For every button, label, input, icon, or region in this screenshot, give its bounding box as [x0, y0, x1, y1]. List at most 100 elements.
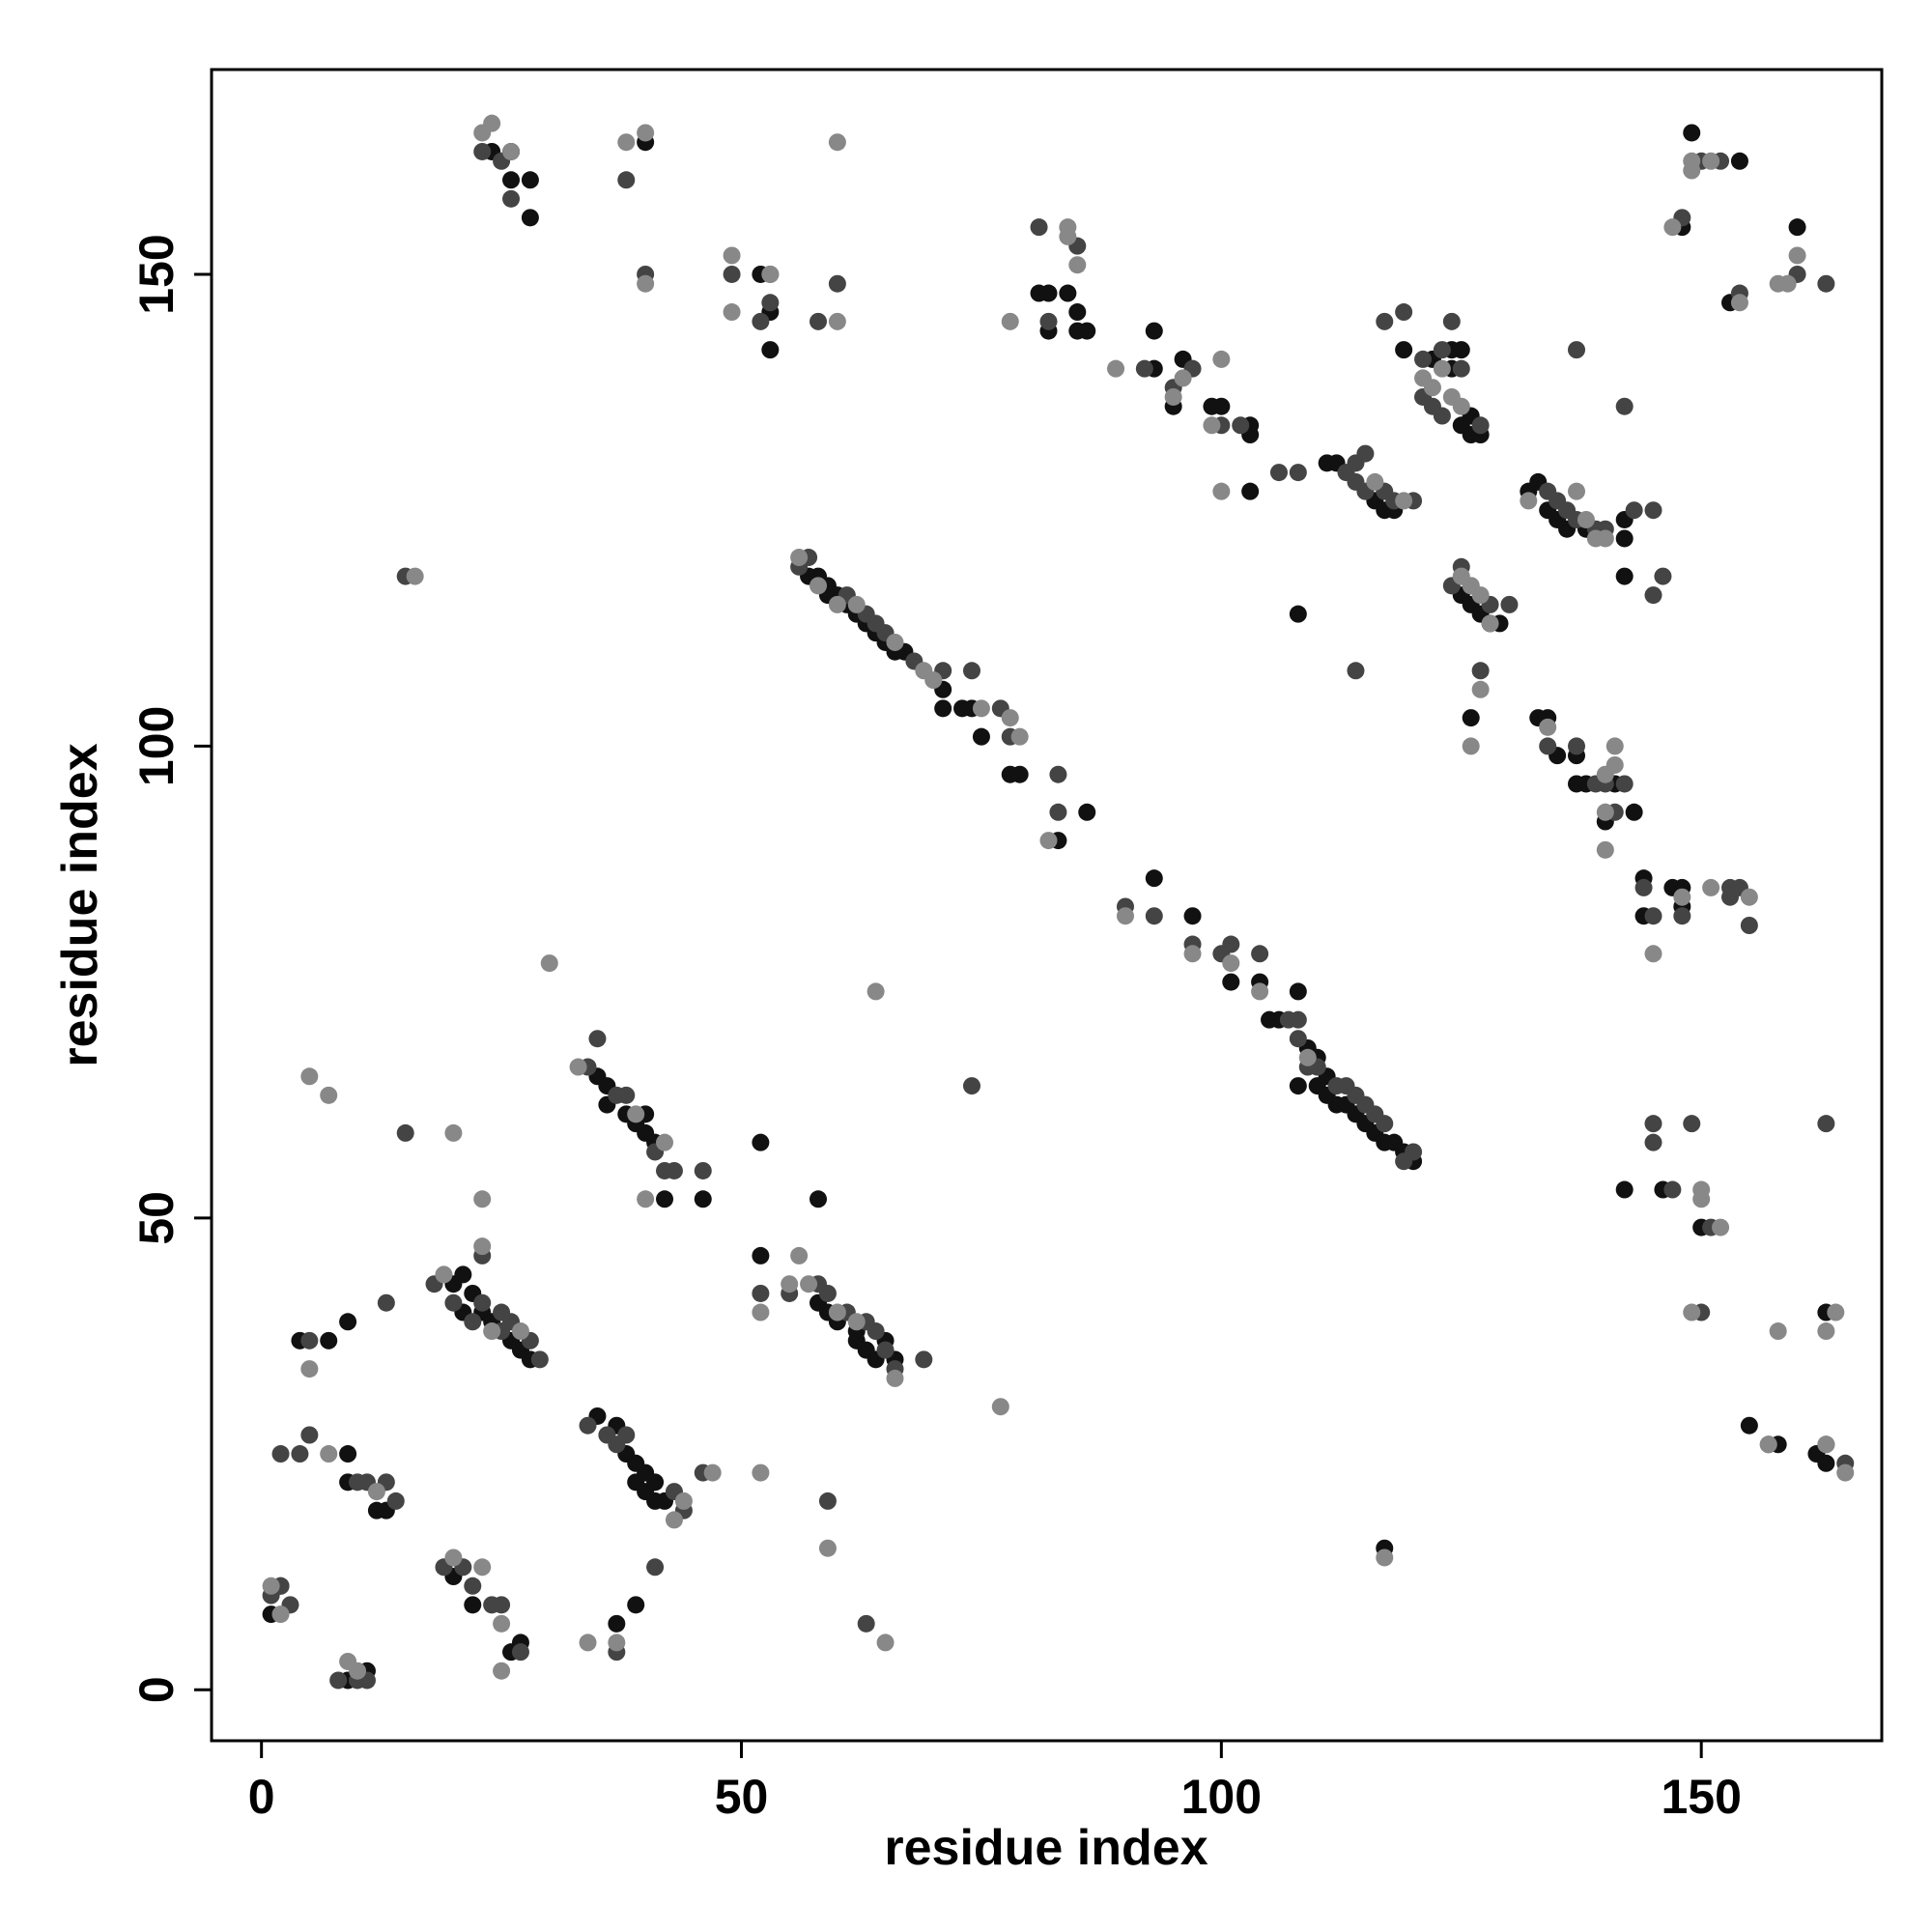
point: [1539, 718, 1557, 736]
point: [1183, 907, 1202, 925]
point: [1712, 1218, 1730, 1236]
x-tick-label: 100: [1181, 1770, 1262, 1824]
point: [1039, 284, 1058, 302]
point: [1452, 416, 1470, 435]
point: [674, 1492, 693, 1510]
point: [1644, 501, 1662, 520]
point: [752, 1303, 770, 1321]
point: [271, 1445, 290, 1463]
point: [1298, 1048, 1317, 1066]
point: [991, 1398, 1009, 1416]
point: [396, 1123, 414, 1142]
point: [502, 171, 521, 189]
x-axis-title: residue index: [884, 1820, 1208, 1876]
point: [1817, 1435, 1835, 1454]
point: [617, 1426, 636, 1444]
point: [608, 1634, 626, 1652]
point: [1001, 312, 1019, 330]
point: [1702, 878, 1720, 896]
point: [1078, 322, 1096, 340]
point: [867, 1322, 885, 1341]
point: [300, 1067, 319, 1086]
point: [1615, 1180, 1634, 1199]
point: [847, 595, 866, 613]
point: [1568, 482, 1586, 500]
point: [1212, 350, 1231, 368]
point: [1625, 803, 1643, 821]
point: [502, 142, 521, 160]
point: [1289, 982, 1307, 1001]
y-axis-title: residue index: [52, 743, 108, 1066]
point: [1452, 341, 1470, 359]
point: [1251, 945, 1269, 963]
point: [1347, 662, 1365, 680]
point: [627, 1105, 645, 1123]
point: [1596, 765, 1614, 783]
point: [876, 1634, 895, 1652]
point: [1289, 1010, 1307, 1029]
point: [1356, 444, 1375, 463]
point: [876, 1341, 895, 1359]
point: [473, 142, 492, 160]
point: [752, 1133, 770, 1151]
point: [1232, 416, 1250, 435]
point: [1183, 945, 1202, 963]
point: [1683, 124, 1701, 142]
x-tick-label: 150: [1661, 1770, 1741, 1824]
point: [300, 1426, 319, 1444]
point: [886, 633, 904, 651]
point: [723, 303, 741, 322]
point: [1625, 501, 1643, 520]
point: [1433, 359, 1451, 378]
point: [300, 1331, 319, 1350]
point: [271, 1605, 290, 1624]
point: [646, 1473, 665, 1492]
point: [1481, 614, 1499, 633]
point: [1644, 1115, 1662, 1133]
point: [454, 1265, 472, 1284]
point: [444, 1123, 463, 1142]
point: [1644, 907, 1662, 925]
point: [1568, 341, 1586, 359]
point: [1615, 397, 1634, 415]
point: [665, 1161, 683, 1179]
point: [1730, 152, 1748, 170]
point: [1395, 341, 1413, 359]
point: [637, 274, 655, 293]
point: [464, 1313, 482, 1331]
point: [406, 567, 424, 585]
point: [810, 312, 828, 330]
point: [1222, 954, 1240, 973]
point: [1078, 803, 1096, 821]
point: [857, 1614, 875, 1633]
point: [1452, 359, 1470, 378]
point: [752, 1284, 770, 1302]
point: [320, 1086, 338, 1104]
point: [828, 133, 846, 152]
point: [1817, 1322, 1835, 1341]
point: [367, 1483, 385, 1501]
point: [1539, 737, 1557, 755]
point: [1289, 1030, 1307, 1048]
point: [972, 727, 990, 746]
point: [473, 1558, 492, 1577]
point: [617, 1086, 636, 1104]
point: [1164, 387, 1182, 406]
point: [867, 982, 885, 1001]
point: [1049, 803, 1067, 821]
point: [493, 1614, 511, 1633]
point: [320, 1445, 338, 1463]
point: [444, 1548, 463, 1567]
point: [1068, 303, 1087, 322]
point: [464, 1577, 482, 1595]
point: [656, 1133, 674, 1151]
point: [569, 1058, 587, 1076]
point: [962, 662, 980, 680]
point: [1222, 935, 1240, 953]
point: [1462, 737, 1480, 755]
point: [665, 1511, 683, 1529]
point: [1145, 869, 1163, 888]
point: [493, 1596, 511, 1614]
point: [1059, 284, 1077, 302]
point: [349, 1662, 367, 1680]
